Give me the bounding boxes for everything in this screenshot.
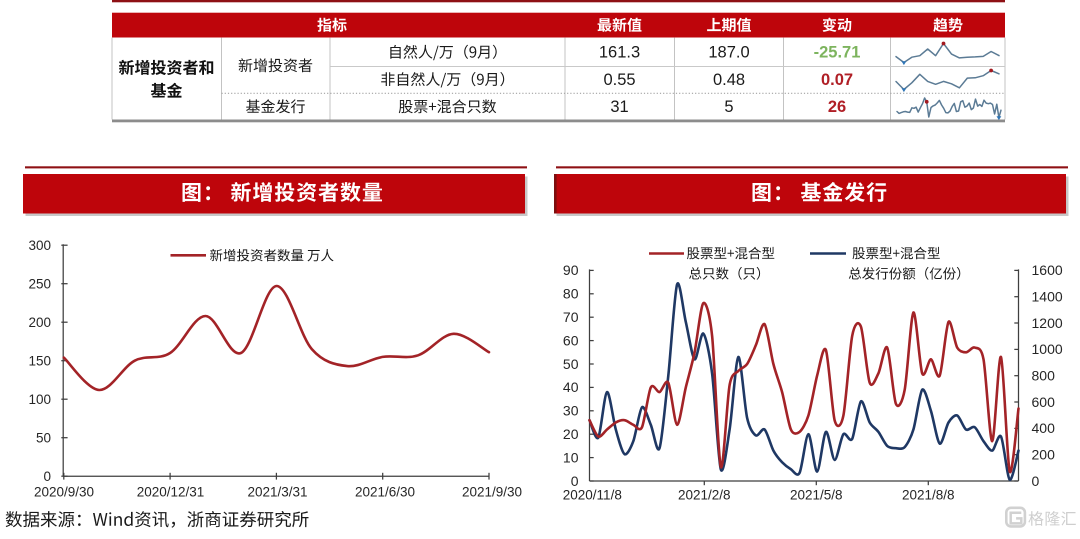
svg-text:1200: 1200 — [1032, 315, 1063, 331]
svg-text:30: 30 — [563, 403, 579, 419]
svg-text:400: 400 — [1032, 420, 1056, 436]
svg-text:40: 40 — [563, 379, 579, 395]
svg-text:150: 150 — [28, 354, 51, 369]
svg-text:1600: 1600 — [1032, 262, 1063, 278]
svg-text:2021/8/8: 2021/8/8 — [902, 488, 955, 503]
svg-text:2020/12/31: 2020/12/31 — [137, 484, 205, 499]
svg-text:1000: 1000 — [1032, 341, 1063, 357]
svg-text:50: 50 — [563, 356, 579, 372]
svg-text:300: 300 — [28, 238, 51, 253]
svg-text:2021/6/30: 2021/6/30 — [355, 484, 415, 499]
svg-text:5: 5 — [724, 98, 733, 116]
svg-text:2020/11/8: 2020/11/8 — [563, 488, 622, 503]
svg-text:161.3: 161.3 — [599, 44, 640, 62]
svg-text:600: 600 — [1032, 394, 1056, 410]
svg-text:20: 20 — [563, 426, 579, 442]
svg-text:1400: 1400 — [1032, 289, 1063, 305]
svg-text:10: 10 — [563, 449, 579, 465]
svg-text:0: 0 — [571, 473, 579, 489]
svg-text:200: 200 — [28, 315, 51, 330]
svg-text:2021/5/8: 2021/5/8 — [790, 488, 843, 503]
svg-text:200: 200 — [1032, 447, 1056, 463]
svg-text:187.0: 187.0 — [708, 44, 749, 62]
svg-text:2021/3/31: 2021/3/31 — [247, 484, 307, 499]
svg-text:0: 0 — [43, 469, 51, 484]
svg-text:2021/2/8: 2021/2/8 — [678, 488, 731, 503]
svg-text:0: 0 — [1032, 473, 1040, 489]
svg-text:60: 60 — [563, 332, 579, 348]
svg-text:-25.71: -25.71 — [814, 44, 861, 62]
svg-text:70: 70 — [563, 309, 579, 325]
svg-text:100: 100 — [28, 392, 51, 407]
svg-text:50: 50 — [36, 431, 51, 446]
svg-text:80: 80 — [563, 286, 579, 302]
svg-text:0.48: 0.48 — [713, 71, 745, 89]
svg-text:800: 800 — [1032, 368, 1056, 384]
svg-text:2020/9/30: 2020/9/30 — [34, 484, 94, 499]
svg-text:26: 26 — [828, 98, 846, 116]
svg-text:0.55: 0.55 — [603, 71, 635, 89]
svg-text:2021/9/30: 2021/9/30 — [462, 484, 522, 499]
svg-text:250: 250 — [28, 277, 51, 292]
svg-text:31: 31 — [610, 98, 628, 116]
svg-text:90: 90 — [563, 262, 579, 278]
svg-text:0.07: 0.07 — [821, 71, 853, 89]
